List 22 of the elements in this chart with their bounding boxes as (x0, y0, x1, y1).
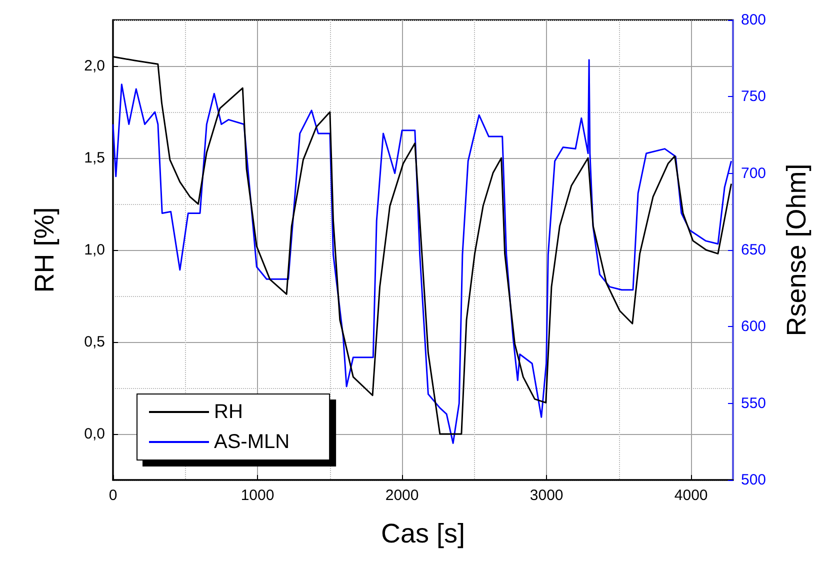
x-axis-title: Cas [s] (380, 518, 466, 548)
legend-label: RH (214, 401, 243, 423)
y-tick-label: 1,5 (84, 150, 105, 166)
x-tick-label: 3000 (530, 487, 564, 504)
x-tick-label: 2000 (385, 487, 419, 504)
y-tick-label: 2,0 (84, 58, 105, 74)
y-tick-label: 0,5 (84, 334, 105, 350)
y-tick-label: 0,0 (84, 426, 105, 442)
y2-tick-label: 650 (741, 242, 766, 258)
y2-axis-title: Rsense [Ohm] (782, 164, 812, 336)
legend-label: AS-MLN (214, 431, 290, 453)
y-tick-label: 1,0 (84, 242, 105, 258)
x-tick-label: 0 (108, 487, 118, 504)
y2-tick-label: 600 (741, 318, 766, 336)
y2-tick-label: 800 (741, 12, 766, 28)
y2-tick-label: 500 (741, 472, 766, 488)
y-axis-title: RH [%] (30, 207, 60, 293)
y2-tick-label: 750 (741, 88, 766, 106)
y2-tick-label: 550 (741, 394, 766, 412)
x-tick-label: 4000 (674, 487, 708, 504)
x-tick-label: 1000 (240, 487, 274, 504)
y2-tick-label: 700 (741, 164, 766, 182)
